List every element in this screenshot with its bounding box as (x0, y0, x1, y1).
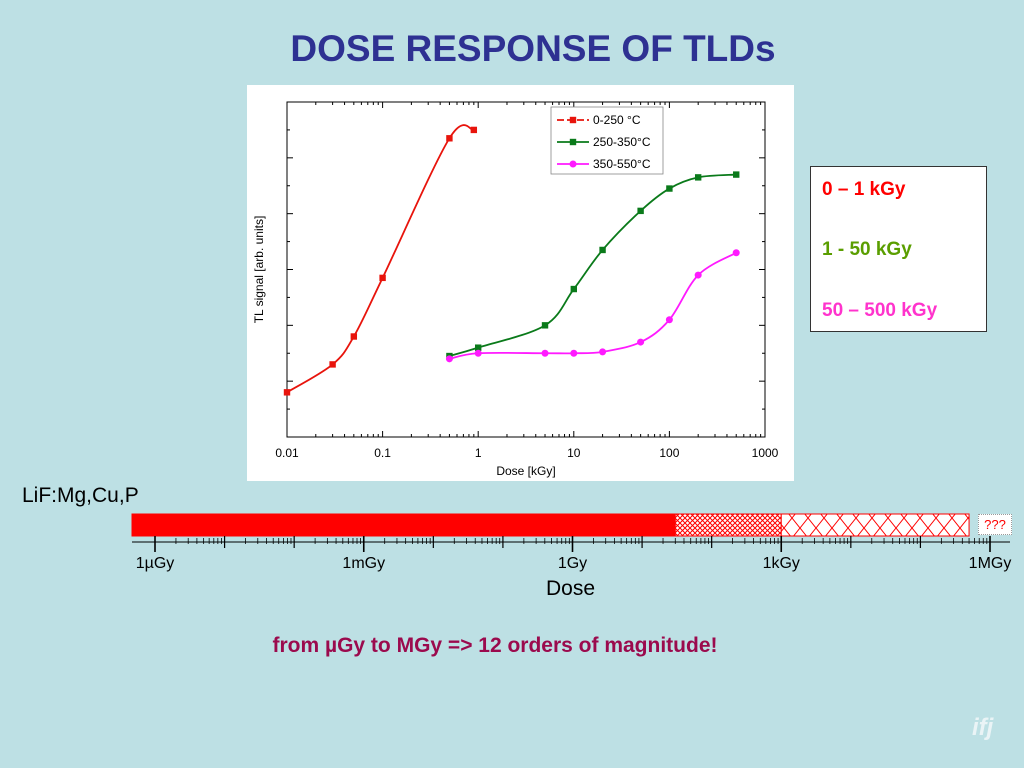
x-tick-label: 0.1 (374, 446, 391, 460)
legend-box (550, 106, 664, 175)
legend-marker (569, 138, 577, 146)
range-segment-1 (674, 513, 782, 537)
data-point (445, 355, 453, 363)
magnitude-note: from µGy to MGy => 12 orders of magnitud… (272, 634, 718, 657)
x-tick-label: 10 (567, 446, 581, 460)
dose-tick-label: 1MGy (968, 555, 1012, 572)
series-line-1 (449, 173, 737, 357)
legend-marker (569, 116, 577, 124)
data-point (599, 348, 607, 356)
data-point (379, 274, 386, 282)
data-point (329, 361, 336, 368)
data-point (637, 207, 644, 215)
legend-label: 250-350°C (593, 135, 651, 149)
x-tick-label: 1 (475, 446, 482, 460)
plot-frame (286, 101, 766, 438)
data-point (570, 349, 578, 357)
x-tick-label: 100 (659, 446, 679, 460)
range-segment-0 (131, 513, 676, 537)
dose-tick-label: 1µGy (135, 555, 175, 572)
data-point (666, 185, 673, 192)
data-point (475, 344, 482, 351)
series-line-0 (286, 124, 475, 394)
x-axis-label: Dose [kGy] (496, 464, 555, 478)
range-label-high: 50 – 500 kGy (822, 300, 938, 321)
data-point (541, 322, 549, 329)
data-point (694, 271, 702, 279)
x-tick-label: 0.01 (275, 446, 299, 460)
ifj-logo: ifj (972, 714, 994, 741)
x-tick-label: 1000 (752, 446, 779, 460)
data-point (570, 285, 577, 293)
data-point (283, 389, 291, 396)
legend-marker (569, 160, 577, 168)
y-axis-label: TL signal [arb. units] (252, 216, 266, 324)
dose-tick-label: 1mGy (342, 555, 386, 572)
range-segment-2 (780, 513, 970, 537)
data-point (637, 338, 645, 346)
data-point (599, 246, 606, 254)
data-point (446, 135, 453, 142)
dose-tick-label: 1kGy (762, 555, 800, 572)
unknown-range-badge: ??? (978, 514, 1012, 535)
data-point (470, 126, 478, 134)
dose-range-box: 0 – 1 kGy 1 - 50 kGy 50 – 500 kGy (810, 166, 987, 332)
data-point (733, 171, 740, 178)
legend-label: 0-250 °C (593, 113, 641, 127)
data-point (665, 316, 673, 324)
data-point (474, 349, 482, 357)
dose-tick-label: 1Gy (557, 555, 588, 572)
range-label-mid: 1 - 50 kGy (822, 239, 912, 260)
material-label: LiF:Mg,Cu,P (22, 484, 139, 507)
data-point (732, 249, 740, 257)
data-point (350, 333, 358, 340)
dose-response-svg: 0.01 0.1 1 10 100 1000 Dose [kGy] TL signal [ar… (252, 101, 779, 478)
slide-title: DOSE RESPONSE OF TLDs (290, 28, 776, 69)
dose-response-plot: 0.01 0.1 1 10 100 1000 Dose [kGy] TL signal [ar… (247, 85, 794, 481)
data-point (541, 349, 549, 357)
legend-label: 350-550°C (593, 157, 651, 171)
data-point (694, 174, 702, 181)
dose-axis-title: Dose (546, 577, 596, 600)
range-label-low: 0 – 1 kGy (822, 179, 906, 200)
dose-range-bar (131, 513, 1010, 552)
